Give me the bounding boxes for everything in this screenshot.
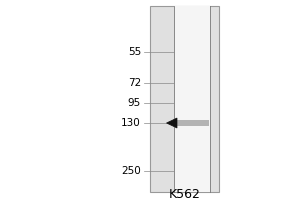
- Text: 55: 55: [128, 47, 141, 57]
- Bar: [176, 120, 208, 126]
- Text: 95: 95: [128, 98, 141, 108]
- Bar: [174, 6, 210, 192]
- Text: K562: K562: [169, 188, 200, 200]
- Text: 130: 130: [121, 118, 141, 128]
- Text: 250: 250: [121, 166, 141, 176]
- Text: 72: 72: [128, 78, 141, 88]
- Polygon shape: [167, 118, 177, 128]
- Bar: [150, 6, 219, 192]
